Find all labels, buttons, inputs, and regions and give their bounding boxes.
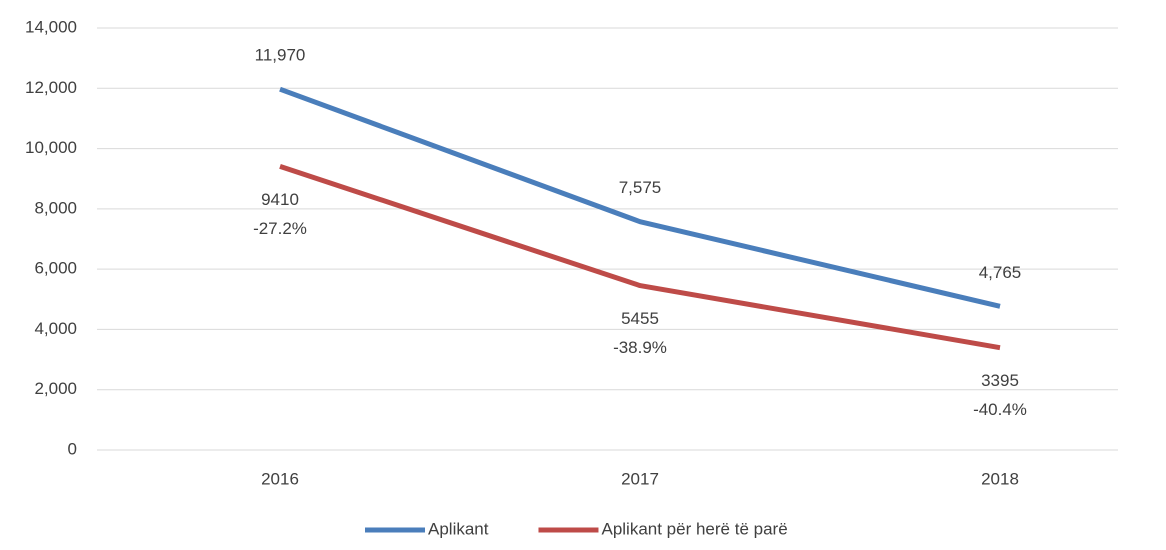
y-tick-label: 4,000 <box>34 319 77 338</box>
data-label: 9410 <box>261 190 299 209</box>
data-label: 4,765 <box>979 263 1022 282</box>
data-label: 5455 <box>621 309 659 328</box>
x-tick-label: 2017 <box>621 469 659 488</box>
annotation: -27.2% <box>253 219 307 238</box>
y-tick-label: 10,000 <box>25 138 77 157</box>
data-label: 7,575 <box>619 178 662 197</box>
data-label: 11,970 <box>255 46 306 65</box>
y-tick-label: 12,000 <box>25 78 77 97</box>
x-tick-label: 2016 <box>261 469 299 488</box>
series-line <box>279 163 1001 351</box>
y-tick-label: 14,000 <box>25 17 77 36</box>
legend-label: Aplikant për herë të parë <box>601 519 787 538</box>
annotation: -40.4% <box>973 400 1027 419</box>
y-tick-label: 2,000 <box>34 379 77 398</box>
y-tick-label: 6,000 <box>34 259 77 278</box>
data-label: 3395 <box>981 371 1019 390</box>
legend-label: Aplikant <box>428 519 489 538</box>
x-tick-label: 2018 <box>981 469 1019 488</box>
annotation: -38.9% <box>613 338 667 357</box>
series-line <box>279 86 1001 309</box>
y-tick-label: 0 <box>68 439 77 458</box>
y-tick-label: 8,000 <box>34 198 77 217</box>
